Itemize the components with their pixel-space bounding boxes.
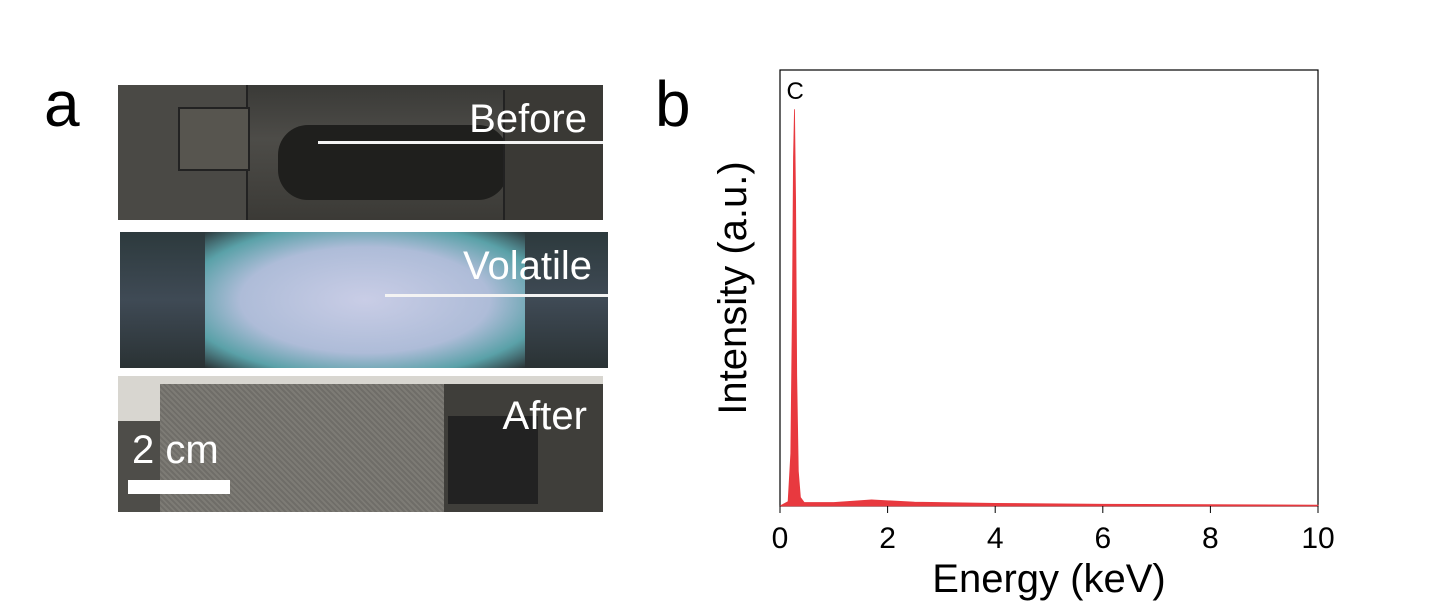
x-axis-label: Energy (keV) [932, 557, 1165, 601]
x-tick-label: 6 [1094, 522, 1111, 555]
caption-volatile: Volatile [463, 244, 592, 288]
caption-before: Before [469, 97, 587, 141]
x-tick-label: 10 [1301, 522, 1334, 555]
panel-b-label: b [655, 68, 691, 140]
photo-after: 2 cm After [118, 376, 603, 512]
photo-volatile: Volatile [120, 232, 608, 368]
y-axis-label: Intensity (a.u.) [711, 161, 755, 414]
photo-before: Before [118, 85, 603, 220]
caption-after: After [502, 394, 587, 438]
plot-frame [779, 69, 1319, 507]
panel-a-label: a [44, 68, 80, 140]
scale-bar [128, 480, 230, 494]
scale-bar-label: 2 cm [132, 428, 219, 472]
x-tick-label: 4 [987, 522, 1004, 555]
peak-label-c: C [787, 78, 804, 105]
x-tick-label: 0 [772, 522, 789, 555]
spectrum-area [779, 109, 1319, 507]
x-tick-label: 2 [879, 522, 896, 555]
x-tick-label: 8 [1202, 522, 1219, 555]
